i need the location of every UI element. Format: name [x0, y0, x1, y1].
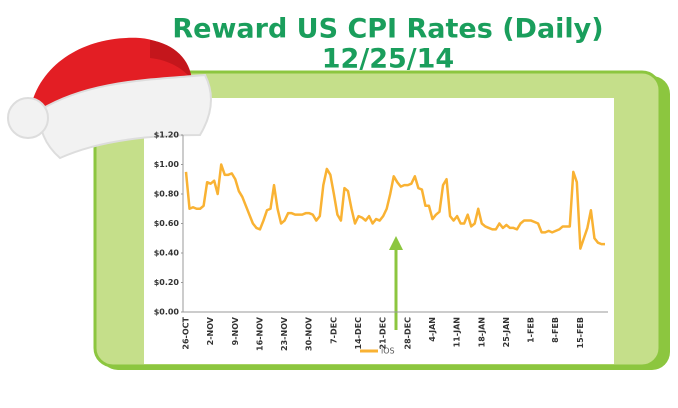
chart-subtitle: 12/25/14: [322, 44, 454, 75]
x-tick-label: 21-DEC: [379, 317, 388, 350]
x-tick-label: 28-DEC: [403, 317, 412, 350]
x-tick-label: 14-DEC: [354, 317, 363, 350]
x-tick-label: 25-JAN: [502, 317, 511, 347]
y-tick-label: $0.80: [154, 190, 180, 199]
y-tick-label: $0.00: [154, 308, 180, 317]
x-tick-label: 4-JAN: [428, 317, 437, 342]
y-tick-label: $1.20: [154, 131, 180, 140]
santa-hat: [7, 37, 212, 160]
x-tick-label: 16-NOV: [255, 316, 264, 351]
x-tick-label: 7-DEC: [329, 317, 338, 344]
legend-label: iOS: [381, 347, 395, 356]
annotation-arrow: [389, 236, 403, 330]
x-tick-label: 1-FEB: [527, 317, 536, 343]
line-series: [184, 163, 605, 250]
y-tick-label: $0.60: [154, 219, 180, 228]
chart-title: Reward US CPI Rates (Daily): [172, 14, 603, 45]
x-tick-label: 11-JAN: [453, 317, 462, 347]
plot-panel: [144, 98, 614, 364]
x-tick-label: 23-NOV: [280, 316, 289, 351]
y-tick-label: $0.20: [154, 278, 180, 287]
x-tick-label: 2-NOV: [206, 316, 215, 345]
x-tick-label: 26-OCT: [182, 316, 191, 349]
x-tick-label: 8-FEB: [551, 317, 560, 343]
x-tick-label: 30-NOV: [305, 316, 314, 351]
y-tick-label: $1.00: [154, 160, 180, 169]
y-tick-label: $0.40: [154, 249, 180, 258]
x-tick-label: 9-NOV: [231, 316, 240, 345]
x-tick-label: 18-JAN: [477, 317, 486, 347]
x-tick-label: 15-FEB: [576, 317, 585, 348]
